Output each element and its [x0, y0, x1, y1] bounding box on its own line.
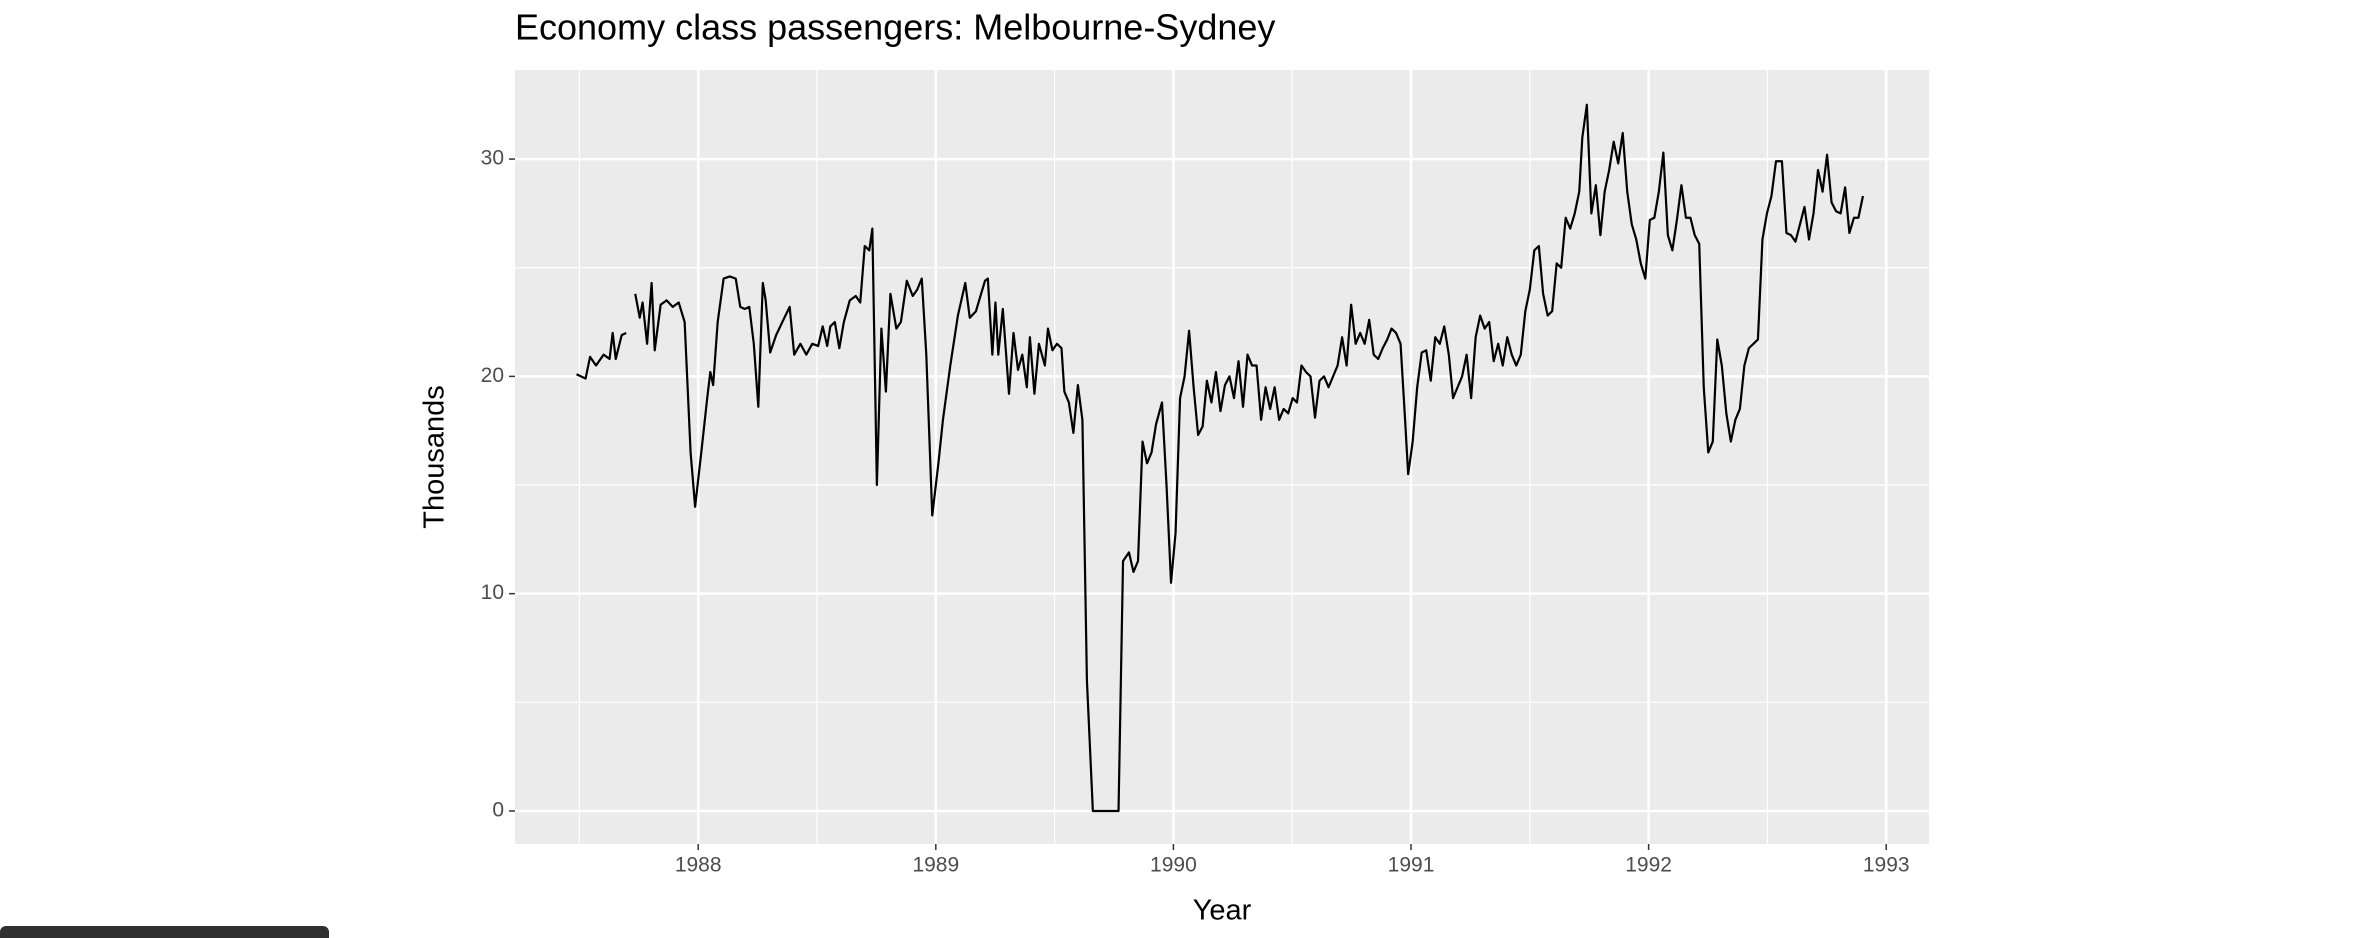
- x-axis-label: Year: [1193, 895, 1252, 927]
- plot-background: [515, 70, 1929, 844]
- data-line: [576, 103, 1865, 813]
- x-tick-label: 1991: [1388, 854, 1435, 877]
- taskbar-stub: [0, 926, 329, 938]
- y-tick-label: 10: [481, 581, 504, 604]
- y-tick-label: 0: [492, 799, 504, 822]
- chart-title: Economy class passengers: Melbourne-Sydn…: [515, 7, 1275, 48]
- x-tick-label: 1990: [1150, 854, 1197, 877]
- y-axis-label: Thousands: [419, 385, 451, 529]
- y-tick-label: 30: [481, 147, 504, 170]
- y-tick-label: 20: [481, 364, 504, 387]
- x-tick-label: 1992: [1625, 854, 1672, 877]
- x-tick-label: 1988: [675, 854, 722, 877]
- x-tick-label: 1989: [912, 854, 959, 877]
- x-tick-label: 1993: [1863, 854, 1910, 877]
